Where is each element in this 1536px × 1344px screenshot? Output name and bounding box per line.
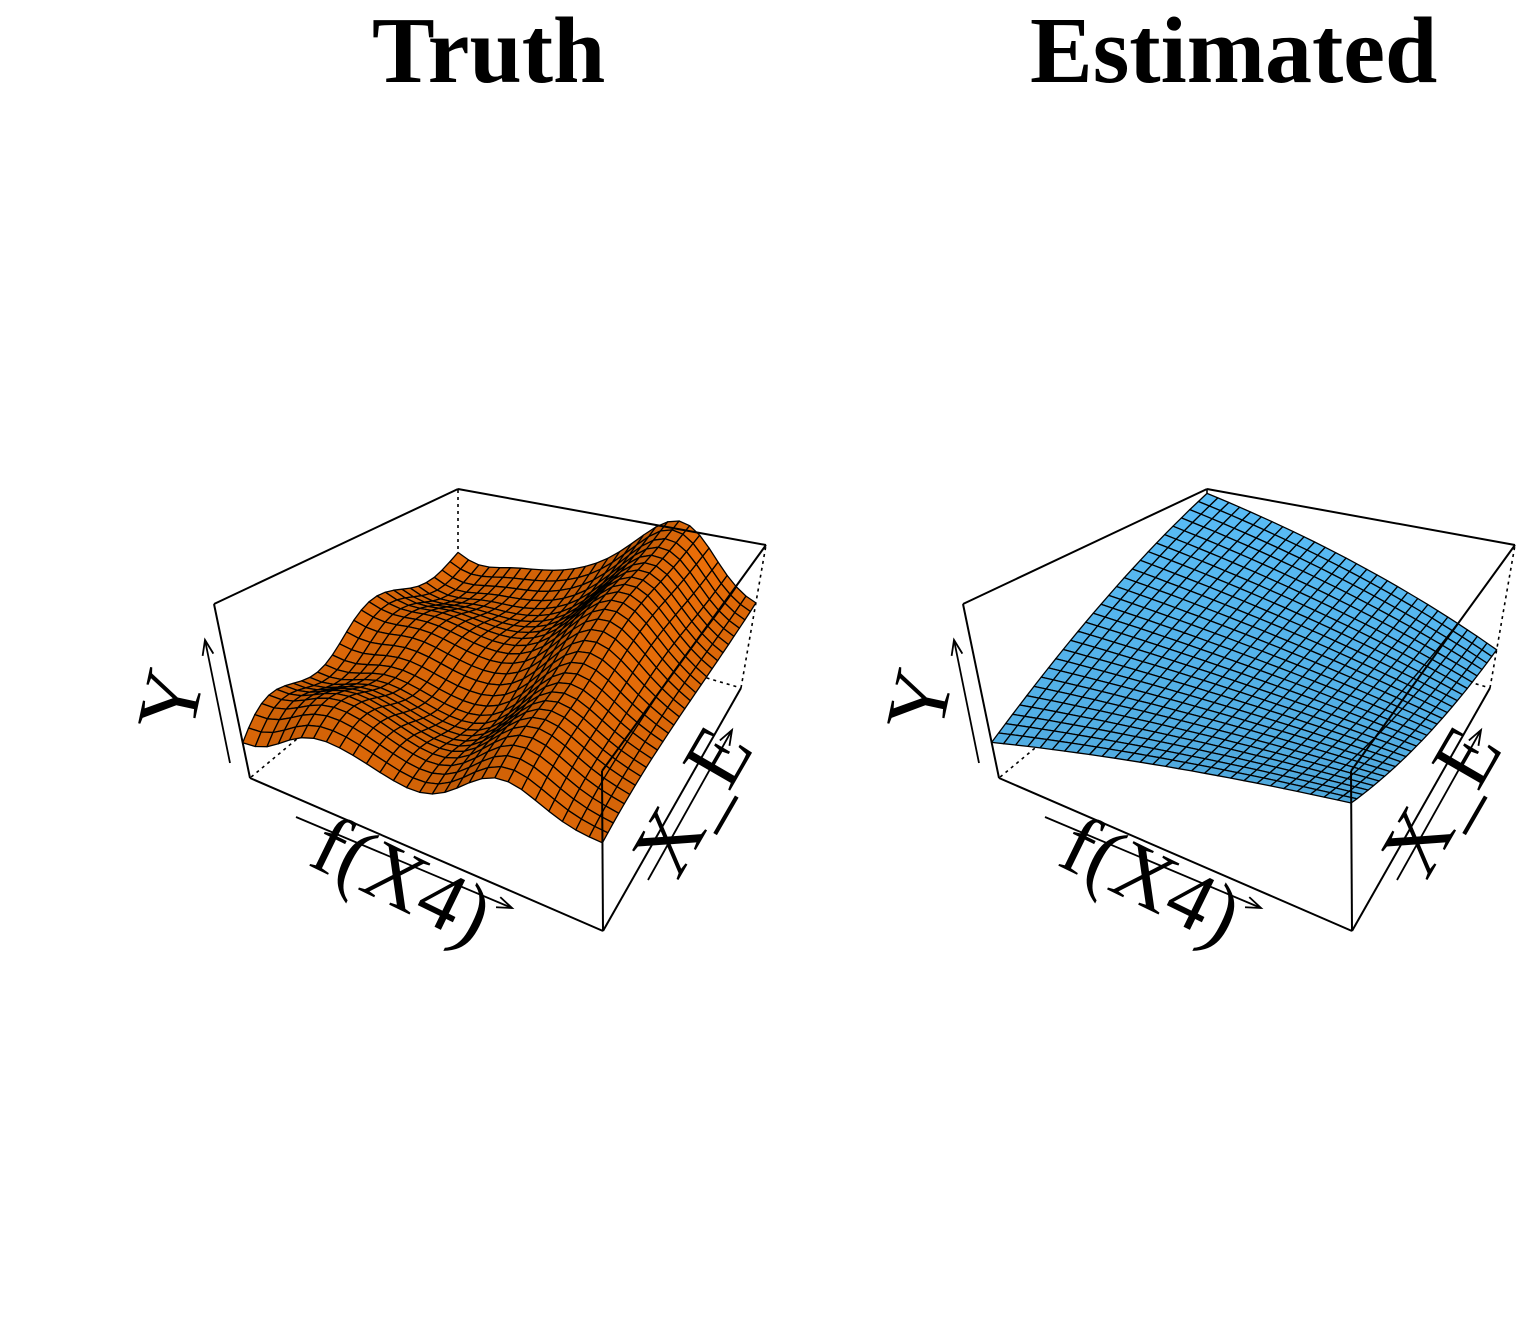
x-axis-label: f(X4) bbox=[1047, 798, 1255, 963]
box-edge bbox=[1350, 770, 1353, 932]
box-edge bbox=[962, 603, 1000, 779]
y-axis-arrow-head bbox=[719, 727, 734, 746]
z-axis-label: Y bbox=[119, 661, 223, 740]
x-axis-arrow-head bbox=[1244, 896, 1264, 910]
x-axis-label: f(X4) bbox=[298, 798, 506, 963]
panel-title-estimated: Estimated bbox=[1030, 0, 1438, 103]
x-axis-arrow bbox=[1044, 816, 1262, 909]
box-edge bbox=[962, 488, 1208, 605]
box-back-edge bbox=[1489, 544, 1516, 689]
box-back-edge bbox=[740, 544, 767, 689]
z-axis-arrow bbox=[953, 639, 980, 764]
y-axis-arrow bbox=[647, 729, 733, 881]
box-edge bbox=[998, 777, 1353, 932]
surface-mesh bbox=[990, 492, 1498, 804]
box-edge bbox=[249, 777, 604, 932]
box-edge bbox=[213, 603, 251, 779]
box-edge bbox=[602, 687, 742, 932]
y-axis-arrow bbox=[1396, 729, 1482, 881]
box-edge bbox=[1206, 488, 1516, 546]
z-axis-arrow-head bbox=[950, 637, 964, 656]
box-edge bbox=[1350, 544, 1516, 772]
z-axis-arrow bbox=[204, 639, 231, 764]
y-axis-arrow-head bbox=[1468, 727, 1483, 746]
x-axis-arrow bbox=[295, 816, 513, 909]
box-edge bbox=[601, 770, 604, 932]
z-axis-label: Y bbox=[868, 661, 972, 740]
box-edge bbox=[1351, 687, 1491, 932]
z-axis-arrow-head bbox=[201, 637, 215, 656]
x-axis-arrow-head bbox=[495, 896, 515, 910]
panel-title-truth: Truth bbox=[372, 0, 606, 103]
box-edge bbox=[457, 488, 767, 546]
box-edge bbox=[601, 544, 767, 772]
surface-mesh bbox=[242, 520, 757, 844]
panel-estimated: Yf(X4) X_E bbox=[868, 488, 1520, 963]
box-edge bbox=[213, 488, 459, 605]
panel-truth: Yf(X4) X_E bbox=[119, 488, 771, 963]
